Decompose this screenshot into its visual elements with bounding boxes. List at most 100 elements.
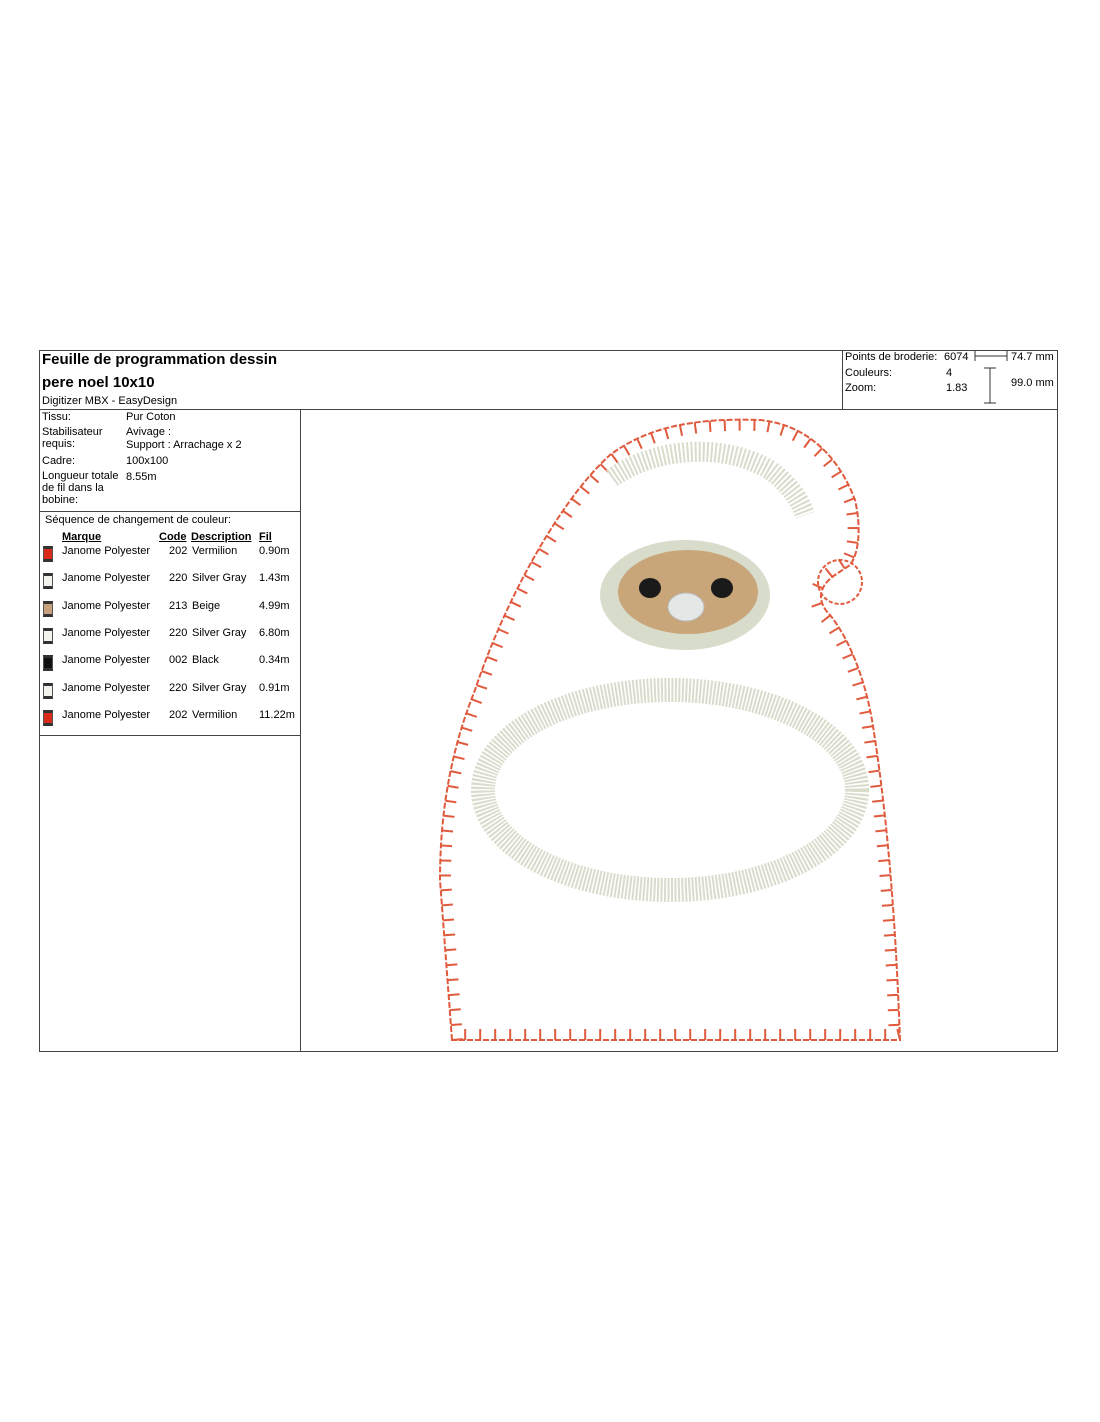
- column-header: Marque: [62, 531, 102, 543]
- length: 0.91m: [259, 681, 290, 694]
- value: 8.55m: [126, 471, 157, 483]
- stitch-tick: [876, 844, 888, 848]
- eye: [711, 578, 733, 598]
- stitch-tick: [864, 739, 876, 744]
- label: Cadre:: [42, 455, 76, 467]
- label: Tissu:: [42, 411, 71, 423]
- stitch-tick: [872, 799, 884, 803]
- code: 220: [169, 572, 188, 585]
- face: [618, 550, 758, 634]
- subtitle: Digitizer MBX - EasyDesign: [42, 395, 178, 407]
- stitch-tick: [880, 889, 892, 892]
- stitch-tick: [610, 453, 619, 464]
- stitch-tick: [523, 574, 535, 582]
- stitch-tick: [843, 552, 855, 559]
- stitch-tick: [766, 421, 771, 433]
- code: 220: [169, 681, 188, 694]
- stitch-tick: [461, 726, 473, 732]
- pompom: [817, 559, 863, 605]
- stitch-tick: [843, 497, 855, 504]
- label: Points de broderie:: [845, 351, 938, 363]
- stitch-tick: [546, 535, 557, 543]
- stitch-tick: [846, 540, 858, 544]
- stitch-tick: [530, 561, 542, 569]
- value: 100x100: [126, 455, 169, 467]
- stitch-tick: [824, 567, 834, 578]
- beard-fur: [471, 678, 869, 902]
- dimension-icons: [974, 351, 1008, 404]
- stitch-tick: [882, 918, 894, 922]
- stitch-tick: [450, 770, 462, 775]
- title: Feuille de programmation dessin: [42, 351, 278, 368]
- stitch-tick: [589, 474, 600, 484]
- stitch-tick: [881, 903, 893, 907]
- stitch-tick: [875, 829, 887, 833]
- brand: Janome Polyester: [62, 545, 151, 557]
- spool-swatch: [43, 682, 53, 699]
- code: 202: [169, 545, 188, 557]
- header-rule: [39, 350, 1058, 410]
- stitch-tick: [636, 438, 643, 450]
- label: Zoom:: [845, 382, 877, 394]
- code: 213: [169, 599, 188, 612]
- column-header: Code: [159, 531, 187, 543]
- stitch-tick: [444, 933, 456, 937]
- stitch-tick: [448, 993, 460, 997]
- brand: Janome Polyester: [62, 626, 151, 639]
- length: 11.22m: [259, 708, 295, 721]
- stitch-tick: [852, 681, 864, 687]
- brand: Janome Polyester: [62, 708, 151, 721]
- value: 4: [946, 367, 953, 379]
- stitch-tick: [441, 829, 454, 833]
- description: Black: [192, 654, 219, 667]
- stitch-tick: [779, 424, 785, 436]
- blanket-ticks: [440, 419, 901, 1041]
- stitch-tick: [517, 587, 528, 595]
- stitch-tick: [445, 948, 457, 952]
- spool-swatch: [43, 573, 53, 590]
- label: Couleurs:: [845, 367, 893, 379]
- stitch-tick: [570, 497, 582, 506]
- value: 6074: [944, 351, 969, 363]
- stitch-tick: [504, 614, 515, 622]
- stitch-tick: [866, 754, 878, 759]
- stitch-tick: [486, 656, 498, 662]
- stitch-tick: [879, 874, 891, 878]
- stitch-tick: [446, 963, 458, 967]
- stitch-tick: [884, 948, 896, 952]
- stitch-tick: [447, 978, 459, 982]
- stitch-tick: [440, 888, 452, 892]
- stitch-tick: [538, 548, 549, 556]
- stitch-tick: [708, 420, 712, 432]
- brand: Janome Polyester: [62, 654, 151, 667]
- title: pere noel 10x10: [42, 374, 155, 391]
- value: 1.83: [946, 382, 968, 394]
- nose: [667, 592, 705, 622]
- description: Beige: [192, 599, 221, 612]
- value: Support : Arrachage x 2: [126, 439, 242, 451]
- stitch-tick: [481, 670, 493, 676]
- stitch-tick: [443, 814, 455, 818]
- stitch-tick: [678, 424, 684, 436]
- length: 1.43m: [259, 572, 290, 585]
- stitch-tick: [562, 510, 573, 518]
- stitch-tick: [803, 438, 812, 449]
- label: Stabilisateur requis:: [42, 426, 103, 450]
- stitch-tick: [449, 1008, 461, 1012]
- description: Silver Gray: [192, 626, 247, 639]
- stitch-tick: [440, 844, 453, 848]
- stitch-tick: [476, 684, 488, 690]
- stitch-tick: [650, 432, 656, 444]
- stitch-tick: [813, 447, 823, 457]
- sequence-box: [39, 511, 301, 736]
- stitch-tick: [829, 626, 840, 635]
- length: 0.90m: [259, 545, 290, 557]
- stitch-tick: [451, 1038, 464, 1041]
- stitch-tick: [457, 741, 469, 746]
- stitch-tick: [442, 918, 455, 922]
- code: 202: [169, 708, 188, 721]
- stitch-tick: [450, 1023, 462, 1027]
- stitch-tick: [838, 483, 849, 491]
- brand: Janome Polyester: [62, 572, 151, 585]
